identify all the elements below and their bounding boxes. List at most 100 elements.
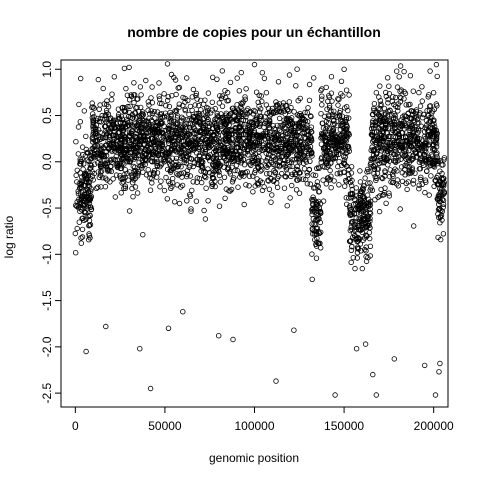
data-point [396, 74, 402, 80]
data-point [222, 195, 228, 201]
data-point [315, 215, 322, 222]
data-point [246, 158, 252, 165]
data-point [390, 179, 397, 185]
data-point [399, 145, 406, 152]
data-point [395, 157, 401, 164]
data-point [203, 174, 209, 181]
data-point [231, 175, 237, 181]
data-point [163, 174, 169, 181]
data-point [82, 210, 89, 216]
data-point [246, 173, 253, 179]
data-point [135, 168, 141, 175]
data-point [365, 180, 371, 186]
data-point [299, 148, 305, 155]
data-point [432, 392, 439, 398]
data-point [172, 108, 178, 114]
data-point [302, 109, 308, 116]
data-point [161, 187, 168, 194]
data-point [95, 127, 102, 133]
data-point [365, 254, 371, 261]
data-point [154, 163, 160, 169]
data-point [75, 151, 81, 157]
data-point [348, 194, 354, 201]
data-point [402, 162, 408, 169]
data-point [81, 108, 87, 114]
data-point [180, 142, 187, 148]
data-point [328, 184, 334, 191]
data-point [288, 173, 294, 180]
data-point [326, 92, 332, 99]
data-point [431, 131, 437, 138]
data-point [165, 178, 172, 185]
data-point [154, 170, 161, 176]
data-point [202, 169, 209, 176]
data-point [437, 219, 443, 226]
data-point [142, 136, 148, 142]
data-point [411, 223, 417, 229]
data-point [382, 122, 389, 128]
data-point [349, 219, 355, 225]
data-point [89, 135, 95, 141]
data-point [333, 149, 340, 156]
data-point [313, 199, 319, 205]
data-point [400, 134, 406, 141]
data-point [264, 155, 271, 162]
data-point [216, 135, 222, 142]
data-point [382, 143, 389, 149]
data-point [416, 159, 423, 165]
data-point [294, 163, 301, 170]
data-point [332, 142, 338, 149]
data-point [132, 167, 139, 174]
data-point [194, 161, 200, 167]
data-point [304, 172, 311, 179]
data-point [381, 118, 387, 125]
data-point [291, 327, 297, 333]
data-point [347, 205, 353, 211]
data-point [147, 187, 154, 193]
data-point [84, 149, 90, 156]
data-point [169, 175, 176, 182]
data-point [114, 138, 120, 145]
data-point [268, 199, 274, 205]
data-point [189, 187, 195, 194]
data-point [324, 124, 330, 130]
data-point [273, 99, 279, 105]
data-point [143, 152, 149, 158]
data-point [183, 157, 189, 163]
data-point [93, 185, 100, 191]
data-point [249, 133, 256, 140]
data-point [76, 219, 82, 225]
data-point [83, 199, 90, 205]
data-point [120, 132, 127, 139]
data-point [274, 184, 281, 191]
data-point [391, 101, 397, 108]
data-point [228, 186, 235, 193]
data-point [419, 84, 425, 90]
data-point [149, 158, 155, 165]
data-point [278, 136, 284, 142]
data-point [95, 76, 101, 83]
data-point [189, 122, 196, 128]
data-point [286, 72, 293, 78]
data-point [143, 157, 150, 164]
data-point [274, 175, 280, 181]
data-point [373, 139, 379, 145]
data-point [394, 177, 401, 183]
data-point [320, 177, 326, 183]
data-point [352, 265, 358, 272]
data-point [253, 89, 260, 95]
data-point [157, 183, 163, 190]
data-point [209, 74, 216, 80]
data-point [180, 152, 186, 158]
data-point [326, 105, 333, 111]
data-point [389, 112, 395, 118]
data-point [215, 333, 222, 339]
data-point [371, 137, 377, 144]
data-point [314, 201, 320, 208]
data-point [131, 177, 137, 183]
data-point [305, 138, 311, 144]
data-point [77, 185, 83, 192]
data-point [111, 125, 117, 132]
data-point [348, 170, 355, 176]
data-point [206, 144, 213, 150]
